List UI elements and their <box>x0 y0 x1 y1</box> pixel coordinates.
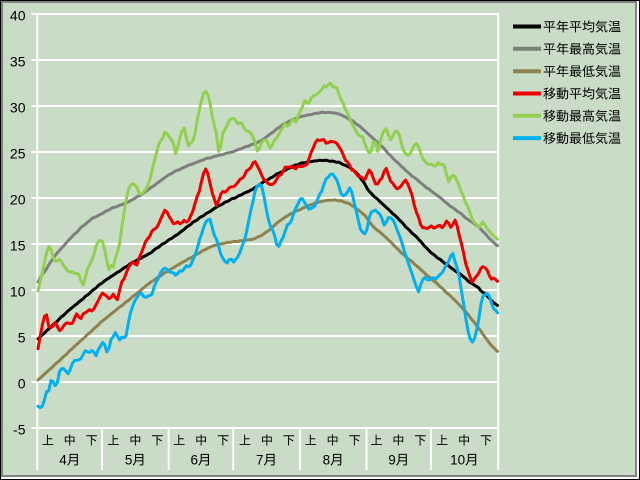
svg-text:30: 30 <box>10 100 26 116</box>
svg-text:6: 6 <box>190 453 198 468</box>
svg-text:40: 40 <box>10 8 26 24</box>
svg-text:8: 8 <box>323 453 331 468</box>
svg-text:4: 4 <box>59 453 67 468</box>
svg-text:10: 10 <box>450 453 465 468</box>
svg-text:20: 20 <box>10 192 26 208</box>
svg-text:10: 10 <box>10 284 26 300</box>
svg-text:5: 5 <box>18 330 26 346</box>
svg-text:15: 15 <box>10 238 26 254</box>
svg-text:35: 35 <box>10 54 26 70</box>
svg-text:25: 25 <box>10 146 26 162</box>
svg-text:-5: -5 <box>13 422 26 438</box>
svg-text:5: 5 <box>125 453 133 468</box>
svg-text:7: 7 <box>256 453 264 468</box>
svg-text:9: 9 <box>388 453 396 468</box>
svg-text:0: 0 <box>18 376 26 392</box>
